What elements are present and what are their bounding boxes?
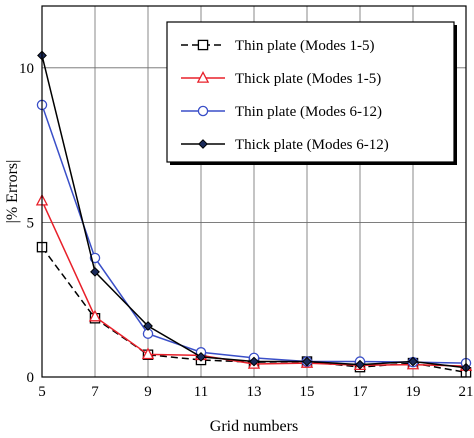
legend-entry-1: Thin plate (Modes 1-5) bbox=[181, 38, 375, 54]
series-4 bbox=[37, 50, 471, 373]
y-tick-label: 5 bbox=[27, 215, 35, 231]
legend-marker bbox=[197, 105, 209, 117]
x-tick-label: 7 bbox=[91, 384, 99, 400]
legend-entry-2: Thick plate (Modes 1-5) bbox=[181, 71, 381, 87]
series-4-point bbox=[408, 356, 418, 367]
series-2-point bbox=[141, 347, 155, 360]
legend-entry-4: Thick plate (Modes 6-12) bbox=[181, 137, 389, 153]
series-4-point bbox=[90, 266, 100, 277]
series-4-point bbox=[302, 356, 312, 367]
series-4-point bbox=[143, 321, 153, 331]
series-2-point bbox=[88, 309, 102, 322]
legend-label: Thick plate (Modes 1-5) bbox=[235, 71, 381, 87]
y-tick-label: 0 bbox=[27, 370, 35, 386]
y-axis-label: |% Errors| bbox=[4, 160, 21, 224]
legend-label: Thin plate (Modes 6-12) bbox=[235, 104, 382, 120]
x-axis-label: Grid numbers bbox=[210, 418, 298, 435]
x-tick-label: 17 bbox=[353, 384, 369, 400]
legend: Thin plate (Modes 1-5) Thick plate (Modes… bbox=[166, 21, 457, 165]
plot-frame bbox=[41, 5, 467, 378]
series-4-point bbox=[196, 351, 206, 362]
x-tick-label: 5 bbox=[38, 384, 46, 400]
x-tick-label: 9 bbox=[144, 384, 152, 400]
series-layer bbox=[35, 50, 473, 378]
legend-entry-3: Thin plate (Modes 6-12) bbox=[181, 104, 382, 120]
y-tick-label: 10 bbox=[19, 61, 34, 77]
legend-marker bbox=[198, 139, 208, 149]
x-tick-label: 21 bbox=[459, 384, 474, 400]
legend-label: Thin plate (Modes 1-5) bbox=[235, 38, 375, 54]
x-tick-label: 19 bbox=[406, 384, 421, 400]
series-4-point bbox=[249, 356, 259, 367]
legend-marker bbox=[197, 39, 209, 51]
legend-marker bbox=[196, 71, 210, 83]
x-tick-label: 11 bbox=[194, 384, 208, 400]
series-4-point bbox=[355, 359, 365, 370]
legend-label: Thick plate (Modes 6-12) bbox=[235, 137, 389, 153]
x-tick-label: 15 bbox=[300, 384, 315, 400]
x-tick-label: 13 bbox=[247, 384, 262, 400]
